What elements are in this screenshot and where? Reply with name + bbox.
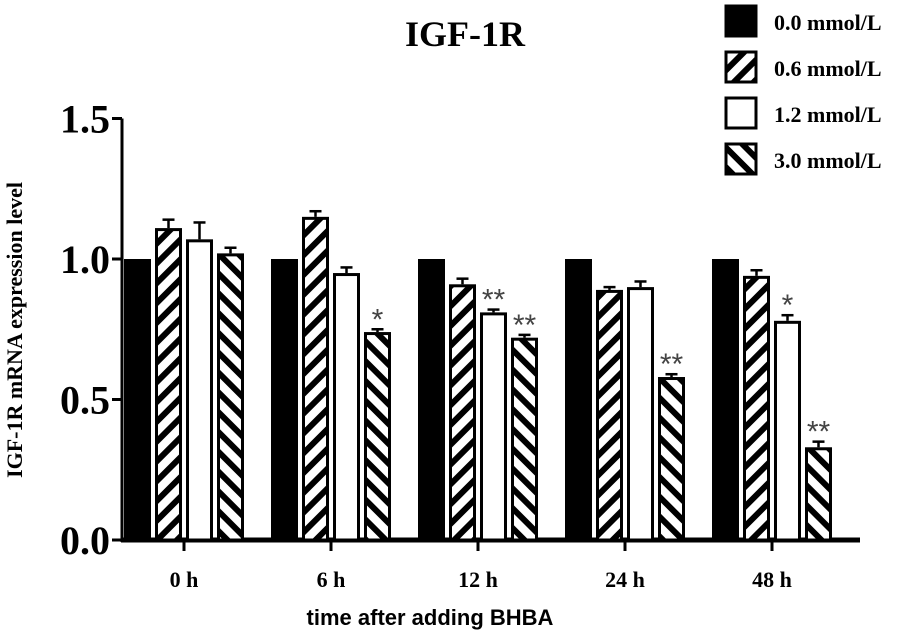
bar — [217, 246, 244, 542]
bar — [511, 333, 538, 542]
y-tick-label: 1.5 — [60, 97, 110, 142]
legend-item: 0.0 mmol/L — [724, 4, 882, 38]
bar — [658, 372, 685, 542]
bar — [480, 308, 507, 542]
legend: 0.0 mmol/L 0.6 mmol/L 1.2 mmol/L 3.0 mmol/L — [724, 4, 882, 176]
x-axis-label: time after adding BHBA — [307, 605, 554, 630]
legend-swatch — [724, 96, 758, 130]
bar — [596, 285, 623, 542]
x-tick-label: 12 h — [458, 567, 498, 592]
legend-item: 1.2 mmol/L — [724, 96, 882, 130]
significance-marker: ** — [807, 416, 831, 449]
legend-label: 0.0 mmol/L — [774, 10, 882, 35]
y-axis: 0.0 0.5 1.0 1.5 — [60, 97, 124, 563]
significance-marker: ** — [660, 348, 684, 381]
x-tick-label: 48 h — [752, 567, 792, 592]
bar — [565, 259, 592, 542]
bar — [712, 259, 739, 542]
x-tick-label: 6 h — [317, 567, 346, 592]
bar — [333, 266, 360, 542]
bar — [418, 259, 445, 542]
legend-item: 3.0 mmol/L — [724, 142, 882, 176]
bar — [364, 328, 391, 542]
bar — [186, 221, 213, 542]
significance-marks: ********** — [372, 284, 831, 449]
legend-item: 0.6 mmol/L — [724, 50, 882, 84]
significance-marker: * — [372, 303, 384, 336]
bar — [627, 280, 654, 542]
y-tick-label: 0.5 — [60, 378, 110, 423]
legend-label: 1.2 mmol/L — [774, 102, 882, 127]
legend-label: 0.6 mmol/L — [774, 56, 882, 81]
bar — [271, 259, 298, 542]
legend-label: 3.0 mmol/L — [774, 148, 882, 173]
x-axis: 0 h 6 h 12 h 24 h 48 h — [121, 537, 860, 592]
legend-swatch — [724, 4, 758, 38]
y-axis-label: IGF-1R mRNA expression level — [2, 182, 27, 478]
chart-title: IGF-1R — [405, 14, 526, 54]
y-tick-label: 1.0 — [60, 237, 110, 282]
significance-marker: * — [782, 289, 794, 322]
bar — [155, 218, 182, 542]
bar — [449, 277, 476, 542]
bar — [124, 259, 151, 542]
bar — [774, 313, 801, 542]
legend-swatch — [724, 142, 758, 176]
bars — [124, 209, 832, 542]
bar — [805, 440, 832, 542]
bar — [302, 209, 329, 542]
legend-swatch — [724, 50, 758, 84]
x-tick-label: 0 h — [170, 567, 199, 592]
significance-marker: ** — [513, 309, 537, 342]
y-tick-label: 0.0 — [60, 518, 110, 563]
bar — [743, 268, 770, 542]
x-tick-label: 24 h — [605, 567, 645, 592]
significance-marker: ** — [482, 284, 506, 317]
